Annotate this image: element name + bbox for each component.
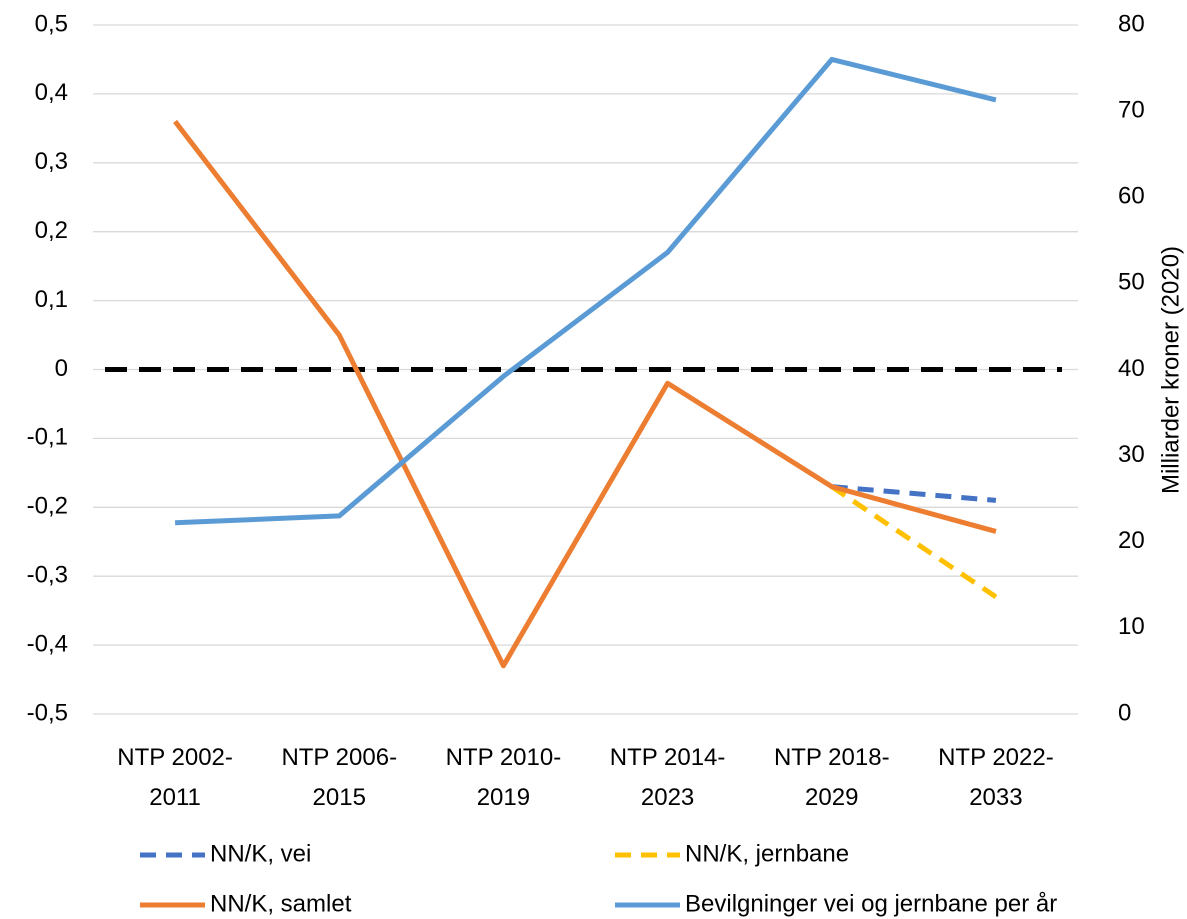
series-line xyxy=(173,119,997,669)
series-line xyxy=(831,484,997,503)
y-tick-label: -0,1 xyxy=(27,424,68,451)
x-tick-label: NTP 2010-2019 xyxy=(445,744,562,811)
legend-label: NN/K, vei xyxy=(210,840,311,867)
y-tick-label: 0,1 xyxy=(35,286,68,313)
x-tick-label: NTP 2002-2011 xyxy=(117,744,233,811)
y-tick-label: 0,3 xyxy=(35,148,68,175)
x-tick-label: NTP 2006-2015 xyxy=(281,744,398,811)
x-tick-label: NTP 2018-2029 xyxy=(773,744,890,811)
y-tick-label: -0,3 xyxy=(27,562,68,589)
y2-tick-label: 40 xyxy=(1118,355,1145,382)
y2-tick-label: 0 xyxy=(1118,699,1131,726)
legend-label: NN/K, jernbane xyxy=(685,840,849,867)
x-tick-label: NTP 2014-2023 xyxy=(609,744,726,811)
y-tick-label: 0 xyxy=(55,355,68,382)
y2-tick-label: 80 xyxy=(1118,10,1145,37)
y2-axis-title: Milliarder kroner (2020) xyxy=(1157,246,1184,494)
y2-tick-label: 50 xyxy=(1118,269,1145,296)
y-tick-label: -0,5 xyxy=(27,699,68,726)
y2-tick-label: 20 xyxy=(1118,527,1145,554)
y-tick-label: 0,4 xyxy=(35,79,68,106)
y-tick-label: 0,5 xyxy=(35,10,68,37)
y2-tick-label: 30 xyxy=(1118,441,1145,468)
y-tick-label: -0,2 xyxy=(27,493,68,520)
x-tick-label: NTP 2022-2033 xyxy=(938,744,1054,811)
legend-label: NN/K, samlet xyxy=(210,890,352,917)
series-line xyxy=(830,484,998,599)
y2-tick-label: 10 xyxy=(1118,613,1145,640)
y2-tick-label: 70 xyxy=(1118,96,1145,123)
series-line xyxy=(174,56,997,526)
legend-label: Bevilgninger vei og jernbane per år xyxy=(685,890,1057,917)
y-tick-label: -0,4 xyxy=(27,630,68,657)
y2-tick-label: 60 xyxy=(1118,183,1145,210)
y-tick-label: 0,2 xyxy=(35,217,68,244)
